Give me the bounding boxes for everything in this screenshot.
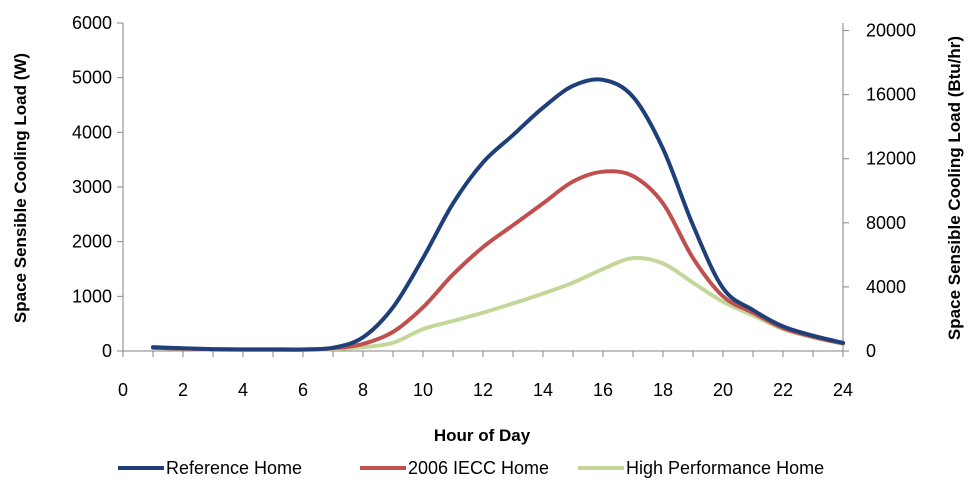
y-axis-left-title: Space Sensible Cooling Load (W) <box>11 53 30 323</box>
y-right-tick-label: 4000 <box>866 277 906 297</box>
y-right-tick-label: 8000 <box>866 213 906 233</box>
y-right-tick-label: 16000 <box>866 85 916 105</box>
x-tick-label: 0 <box>118 380 128 400</box>
x-tick-label: 14 <box>533 380 553 400</box>
y-right-tick-label: 20000 <box>866 21 916 41</box>
y-right-tick-label: 0 <box>866 341 876 361</box>
x-tick-label: 12 <box>473 380 493 400</box>
x-tick-label: 8 <box>358 380 368 400</box>
y-left-tick-label: 3000 <box>72 177 112 197</box>
y-left-tick-label: 2000 <box>72 232 112 252</box>
x-tick-label: 2 <box>178 380 188 400</box>
legend-label: Reference Home <box>166 458 302 478</box>
y-left-tick-label: 0 <box>102 341 112 361</box>
x-tick-label: 6 <box>298 380 308 400</box>
axes: 0 1000 2000 3000 4000 5000 6000 0 4000 8000 12000 1… <box>72 13 916 400</box>
x-tick-label: 22 <box>773 380 793 400</box>
series-line-reference-home <box>151 77 845 352</box>
series-line-2006-iecc-home <box>151 169 845 352</box>
y-left-tick-label: 1000 <box>72 286 112 306</box>
y-axis-right-title: Space Sensible Cooling Load (Btu/hr) <box>945 36 964 340</box>
y-left-tick-label: 6000 <box>72 13 112 33</box>
legend-label: High Performance Home <box>626 458 824 478</box>
x-tick-label: 4 <box>238 380 248 400</box>
x-tick-label: 24 <box>833 380 853 400</box>
y-left-tick-label: 5000 <box>72 68 112 88</box>
legend-label: 2006 IECC Home <box>408 458 549 478</box>
x-tick-label: 18 <box>653 380 673 400</box>
x-tick-label: 10 <box>413 380 433 400</box>
x-tick-label: 16 <box>593 380 613 400</box>
series-layer <box>151 77 845 352</box>
x-axis-title: Hour of Day <box>434 426 531 445</box>
legend: Reference Home 2006 IECC Home High Perform… <box>118 458 824 478</box>
y-left-tick-label: 4000 <box>72 122 112 142</box>
y-right-tick-label: 12000 <box>866 149 916 169</box>
x-tick-label: 20 <box>713 380 733 400</box>
